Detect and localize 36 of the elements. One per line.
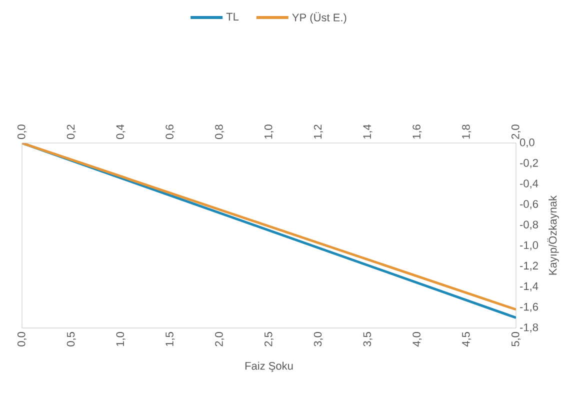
y-tick-label: -0,4 — [520, 180, 538, 189]
x2-tick-label: 1,4 — [363, 124, 372, 139]
x-tick-label: 1,0 — [116, 332, 126, 346]
y-tick-label: -0,8 — [520, 220, 538, 230]
y-tick-label: -1,8 — [520, 323, 538, 333]
y-tick-label: -0,2 — [520, 159, 538, 168]
y-tick-label: -1,2 — [520, 262, 538, 271]
x-tick-label: 3,0 — [314, 332, 323, 346]
y-tick-label: -1,6 — [520, 302, 538, 312]
x2-tick-label: 1,6 — [412, 124, 422, 139]
x-tick-label: 0,5 — [66, 332, 76, 346]
x-tick-label: 5,0 — [511, 332, 521, 346]
x-tick-label: 1,5 — [166, 332, 175, 346]
x-tick-label: 0,0 — [17, 332, 27, 346]
x-tick-label: 2,5 — [264, 332, 274, 346]
x-tick-label: 2,0 — [215, 332, 224, 346]
x2-tick-label: 1,8 — [462, 124, 472, 139]
y-tick-label: -1,0 — [520, 241, 538, 250]
x-tick-label: 3,5 — [363, 332, 372, 346]
x2-tick-label: 1,0 — [264, 124, 274, 139]
y-tick-label: -1,4 — [520, 282, 538, 292]
x2-tick-label: 0,8 — [215, 124, 224, 140]
x2-tick-label: 2,0 — [511, 124, 521, 139]
x-axis-title: Faiz Şoku — [245, 362, 293, 372]
x2-tick-label: 0,0 — [17, 124, 27, 140]
x2-tick-label: 1,2 — [314, 124, 323, 139]
x2-tick-label: 0,4 — [116, 124, 126, 140]
y-tick-label: -0,6 — [520, 200, 538, 210]
y-tick-label: 0,0 — [520, 138, 534, 148]
x-tick-label: 4,5 — [462, 332, 472, 347]
x2-tick-label: 0,6 — [166, 124, 175, 140]
x2-tick-label: 0,2 — [66, 124, 76, 140]
x-tick-label: 4,0 — [412, 332, 422, 347]
y-axis-title: Kayıp/Özkaynak — [547, 195, 559, 275]
legend-label: TL — [226, 12, 239, 20]
legend-label: YP (Üst E.) — [292, 12, 346, 24]
